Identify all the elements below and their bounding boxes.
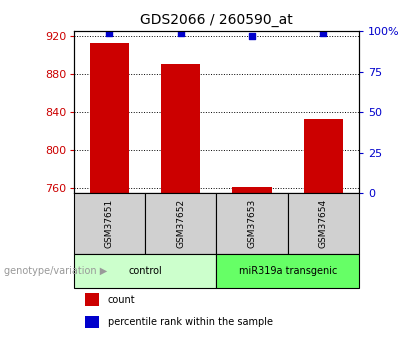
Text: GSM37651: GSM37651 [105, 199, 114, 248]
Bar [161, 65, 200, 193]
Point [249, 33, 255, 39]
Bar [145, 193, 216, 254]
Text: GSM37653: GSM37653 [247, 199, 257, 248]
Bar [216, 254, 359, 288]
Text: control: control [128, 266, 162, 276]
Text: count: count [108, 295, 135, 305]
Text: genotype/variation ▶: genotype/variation ▶ [4, 266, 108, 276]
Text: GSM37654: GSM37654 [319, 199, 328, 248]
Bar [288, 193, 359, 254]
Point [106, 30, 113, 36]
Point [320, 30, 327, 36]
Bar [216, 193, 288, 254]
Text: miR319a transgenic: miR319a transgenic [239, 266, 337, 276]
Text: GSM37652: GSM37652 [176, 199, 185, 248]
Bar [85, 316, 99, 328]
Text: percentile rank within the sample: percentile rank within the sample [108, 317, 273, 327]
Bar [85, 294, 99, 306]
Point [177, 30, 184, 36]
Bar [74, 254, 216, 288]
Bar [74, 193, 145, 254]
Bar [89, 43, 129, 193]
Title: GDS2066 / 260590_at: GDS2066 / 260590_at [140, 13, 293, 27]
Bar [304, 119, 343, 193]
Bar [232, 187, 272, 193]
